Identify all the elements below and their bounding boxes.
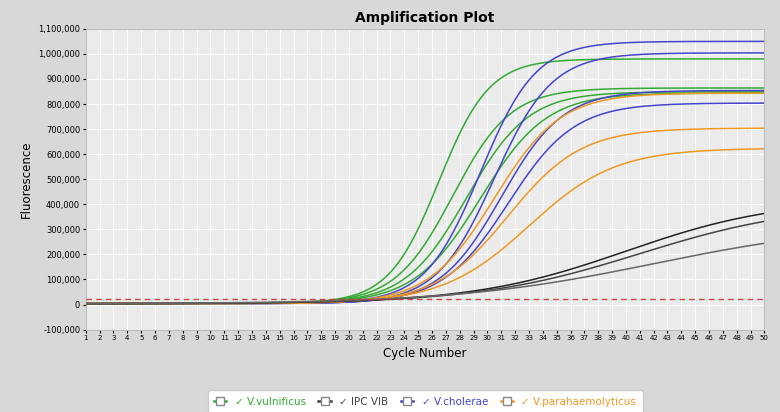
Y-axis label: Fluorescence: Fluorescence bbox=[20, 140, 33, 218]
Title: Amplification Plot: Amplification Plot bbox=[356, 11, 495, 25]
Legend: ✓ V.vulnificus, ✓ IPC VIB, ✓ V.cholerae, ✓ V.parahaemolyticus: ✓ V.vulnificus, ✓ IPC VIB, ✓ V.cholerae,… bbox=[207, 391, 643, 412]
X-axis label: Cycle Number: Cycle Number bbox=[383, 347, 467, 360]
